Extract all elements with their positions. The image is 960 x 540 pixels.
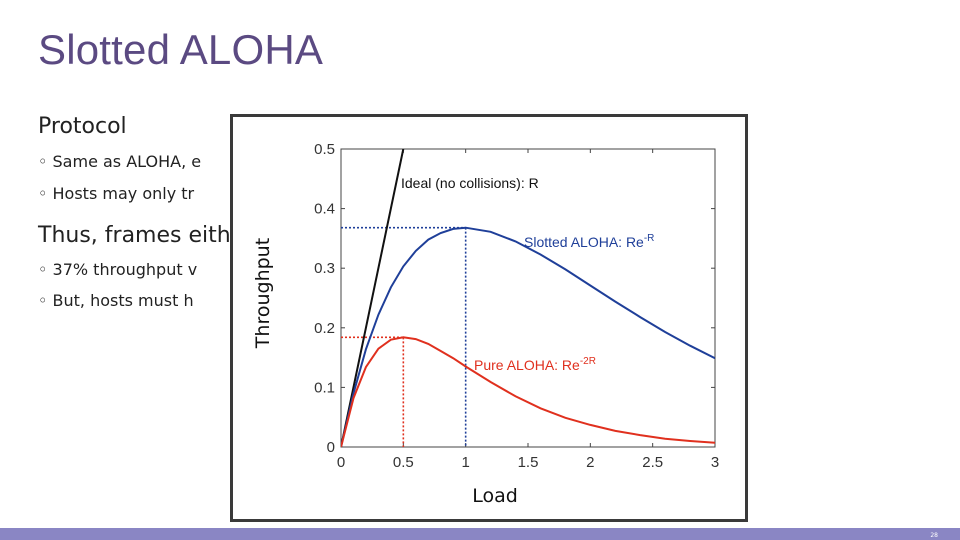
x-tick-label: 2 [586,454,594,471]
pure-aloha-line [341,336,715,447]
page-number: 28 [930,532,938,539]
bullet-thus-2: ◦ But, hosts must h [38,291,194,310]
throughput-chart: 0 0.5 1 1.5 2 2.5 3 0 0.1 0.2 0.3 0.4 0.5 Load Through… [252,141,719,507]
y-tick-label: 0.3 [314,260,335,277]
ideal-annotation-text: Ideal (no collisions): R [401,175,539,191]
x-tick-label: 1.5 [518,454,539,471]
bullet-thus-1: ◦ 37% throughput v [38,260,198,279]
x-tick-label: 0 [337,454,345,471]
series-group [341,149,715,447]
pure-aloha-annotation-superscript: -2R [580,356,596,367]
bullet-protocol-2: ◦ Hosts may only tr [38,184,195,203]
chart-frame: 0 0.5 1 1.5 2 2.5 3 0 0.1 0.2 0.3 0.4 0.5 Load Through… [230,114,748,522]
slotted-aloha-annotation: Slotted ALOHA: Re-R [524,233,654,250]
ideal-annotation: Ideal (no collisions): R [401,175,539,191]
x-tick-label: 3 [711,454,719,471]
slotted-aloha-annotation-superscript: -R [644,233,655,244]
ideal-line [341,149,405,447]
y-tick-label: 0.2 [314,320,335,337]
y-axis-label: Throughput [252,238,274,349]
bullet-protocol-1: ◦ Same as ALOHA, e [38,152,202,171]
y-tick-label: 0.4 [314,201,335,218]
x-tick-label: 1 [461,454,469,471]
pure-aloha-annotation: Pure ALOHA: Re-2R [474,356,596,373]
y-tick-label: 0.5 [314,141,335,158]
slotted-aloha-annotation-text: Slotted ALOHA: Re [524,234,644,250]
slide-title: Slotted ALOHA [38,26,324,73]
x-tick-label: 0.5 [393,454,414,471]
footer-bar: 28 [0,528,960,540]
x-tick-label: 2.5 [642,454,663,471]
section-heading-protocol: Protocol [38,114,127,139]
section-heading-thus: Thus, frames eith [38,223,231,248]
y-tick-label: 0.1 [314,379,335,396]
pure-aloha-annotation-text: Pure ALOHA: Re [474,357,580,373]
y-tick-label: 0 [327,439,335,456]
x-axis-label: Load [472,485,518,507]
slotted-aloha-line [341,226,715,447]
